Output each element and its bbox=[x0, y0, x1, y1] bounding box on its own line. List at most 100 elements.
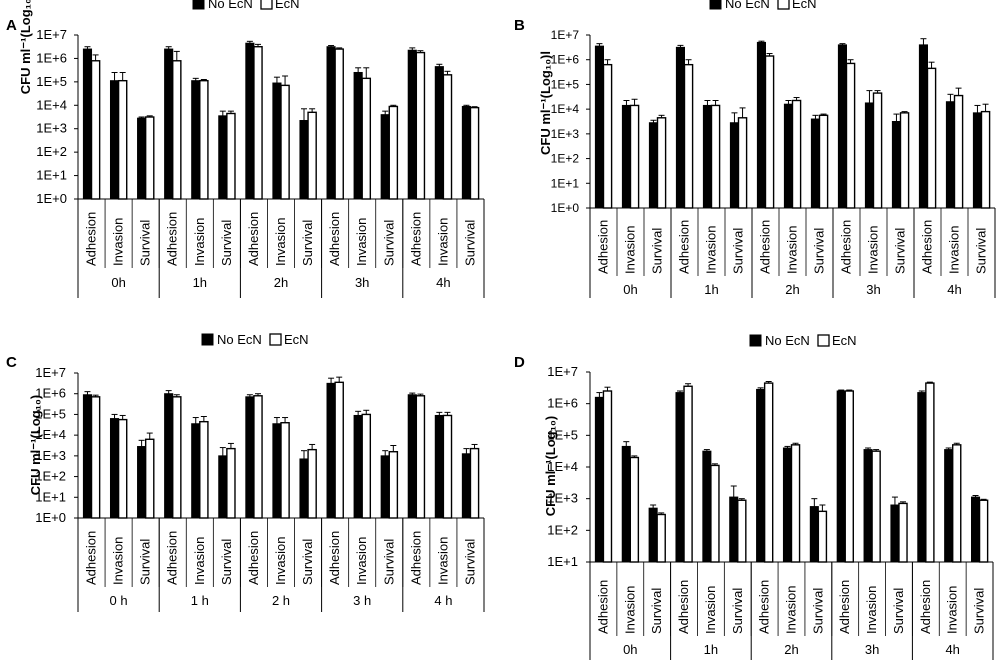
bar-no-ecn bbox=[191, 423, 201, 519]
category-label: Invasion bbox=[354, 218, 369, 266]
bar-ecn bbox=[737, 117, 748, 209]
group-label: 2h bbox=[274, 275, 288, 290]
y-tick-label: 1E+4 bbox=[547, 459, 578, 474]
bar-ecn bbox=[469, 447, 480, 519]
category-label: Adhesion bbox=[757, 580, 772, 634]
legend-label-ecn: EcN bbox=[275, 0, 300, 11]
category-label: Adhesion bbox=[84, 531, 99, 585]
bar-no-ecn bbox=[191, 80, 201, 200]
legend-swatch-ecn bbox=[777, 0, 790, 10]
category-label: Survival bbox=[972, 588, 987, 634]
bar-no-ecn bbox=[137, 446, 147, 519]
group-label: 1h bbox=[193, 275, 207, 290]
category-label: Invasion bbox=[864, 586, 879, 634]
bar-no-ecn bbox=[621, 104, 632, 209]
bar-no-ecn bbox=[621, 445, 631, 563]
bar-no-ecn bbox=[326, 46, 336, 200]
bar-no-ecn bbox=[461, 105, 471, 200]
group-label: 4h bbox=[947, 282, 961, 297]
bar-no-ecn bbox=[407, 49, 417, 200]
bar-no-ecn bbox=[917, 392, 927, 563]
bar-ecn bbox=[334, 381, 344, 519]
category-label: Invasion bbox=[111, 537, 126, 585]
bar-ecn bbox=[602, 63, 613, 209]
bar-no-ecn bbox=[82, 48, 93, 200]
bar-no-ecn bbox=[380, 114, 390, 200]
bar-no-ecn bbox=[109, 80, 120, 200]
bar-ecn bbox=[90, 60, 101, 200]
legend-label-ecn: EcN bbox=[284, 332, 309, 347]
bar-ecn bbox=[925, 382, 935, 563]
bar-ecn bbox=[469, 106, 480, 200]
category-label: Invasion bbox=[784, 586, 799, 634]
y-tick-label: 1E+6 bbox=[35, 386, 66, 401]
group-label: 2h bbox=[785, 282, 799, 297]
category-label: Adhesion bbox=[839, 220, 854, 274]
category-label: Invasion bbox=[192, 218, 207, 266]
bar-no-ecn bbox=[809, 506, 819, 563]
bar-no-ecn bbox=[729, 122, 740, 209]
category-label: Survival bbox=[138, 539, 153, 585]
y-axis-label: CFU ml⁻¹(Log₁₀) bbox=[18, 0, 33, 94]
category-label: Survival bbox=[810, 588, 825, 634]
category-label: Adhesion bbox=[918, 580, 933, 634]
category-label: Adhesion bbox=[84, 212, 99, 266]
bar-ecn bbox=[683, 385, 693, 563]
category-label: Adhesion bbox=[837, 580, 852, 634]
bar-ecn bbox=[90, 396, 101, 519]
bar-no-ecn bbox=[702, 104, 713, 209]
y-tick-label: 1E+7 bbox=[551, 28, 580, 42]
bar-ecn bbox=[899, 112, 910, 209]
panel-a: A No EcN EcN CFU ml⁻¹(Log₁₀) 1E+0 1E+1 1E+2 1E+… bbox=[6, 0, 485, 298]
bar-no-ecn bbox=[407, 394, 417, 519]
category-label: Invasion bbox=[785, 226, 800, 274]
bar-ecn bbox=[872, 92, 883, 209]
category-label: Invasion bbox=[947, 226, 962, 274]
bar-no-ecn bbox=[461, 453, 471, 519]
bar-ecn bbox=[334, 48, 344, 200]
bar-no-ecn bbox=[971, 496, 981, 563]
group-label: 0h bbox=[111, 275, 125, 290]
category-label: Invasion bbox=[273, 537, 288, 585]
group-label: 0 h bbox=[110, 593, 128, 608]
legend: No EcN EcN bbox=[749, 333, 857, 348]
y-tick-label: 1E+7 bbox=[36, 27, 67, 42]
bar-ecn bbox=[818, 114, 829, 209]
bar-no-ecn bbox=[648, 122, 659, 209]
group-label: 3h bbox=[865, 642, 879, 657]
bar-no-ecn bbox=[863, 449, 873, 563]
y-tick-label: 1E+5 bbox=[35, 406, 66, 421]
category-label: Adhesion bbox=[327, 212, 342, 266]
y-tick-label: 1E+2 bbox=[551, 152, 580, 166]
category-label: Survival bbox=[893, 228, 908, 274]
category-label: Survival bbox=[300, 220, 315, 266]
legend-swatch-no-ecn bbox=[749, 334, 762, 347]
bar-no-ecn bbox=[594, 45, 605, 209]
bar-ecn bbox=[817, 510, 828, 563]
bar-ecn bbox=[629, 456, 640, 563]
category-label: Invasion bbox=[704, 226, 719, 274]
group-label: 3h bbox=[355, 275, 369, 290]
bar-ecn bbox=[442, 414, 453, 519]
bar-ecn bbox=[144, 116, 155, 200]
bar-ecn bbox=[602, 390, 613, 563]
legend-label-ecn: EcN bbox=[832, 333, 857, 348]
bar-ecn bbox=[117, 79, 128, 200]
category-label: Invasion bbox=[945, 586, 960, 634]
bar-ecn bbox=[656, 513, 666, 563]
legend-swatch-ecn bbox=[269, 333, 282, 346]
bar-no-ecn bbox=[299, 458, 309, 519]
bar-ecn bbox=[388, 105, 399, 200]
bar-no-ecn bbox=[380, 455, 390, 519]
category-label: Survival bbox=[381, 220, 396, 266]
y-tick-label: 1E+5 bbox=[547, 427, 578, 442]
category-label: Adhesion bbox=[165, 531, 180, 585]
group-label: 2h bbox=[784, 642, 798, 657]
bar-no-ecn bbox=[782, 447, 793, 563]
bar-ecn bbox=[144, 438, 155, 519]
y-tick-label: 1E+2 bbox=[35, 469, 66, 484]
group-label: 1h bbox=[704, 282, 718, 297]
category-label: Adhesion bbox=[246, 531, 261, 585]
bar-ecn bbox=[361, 413, 372, 519]
group-label: 0h bbox=[623, 282, 637, 297]
